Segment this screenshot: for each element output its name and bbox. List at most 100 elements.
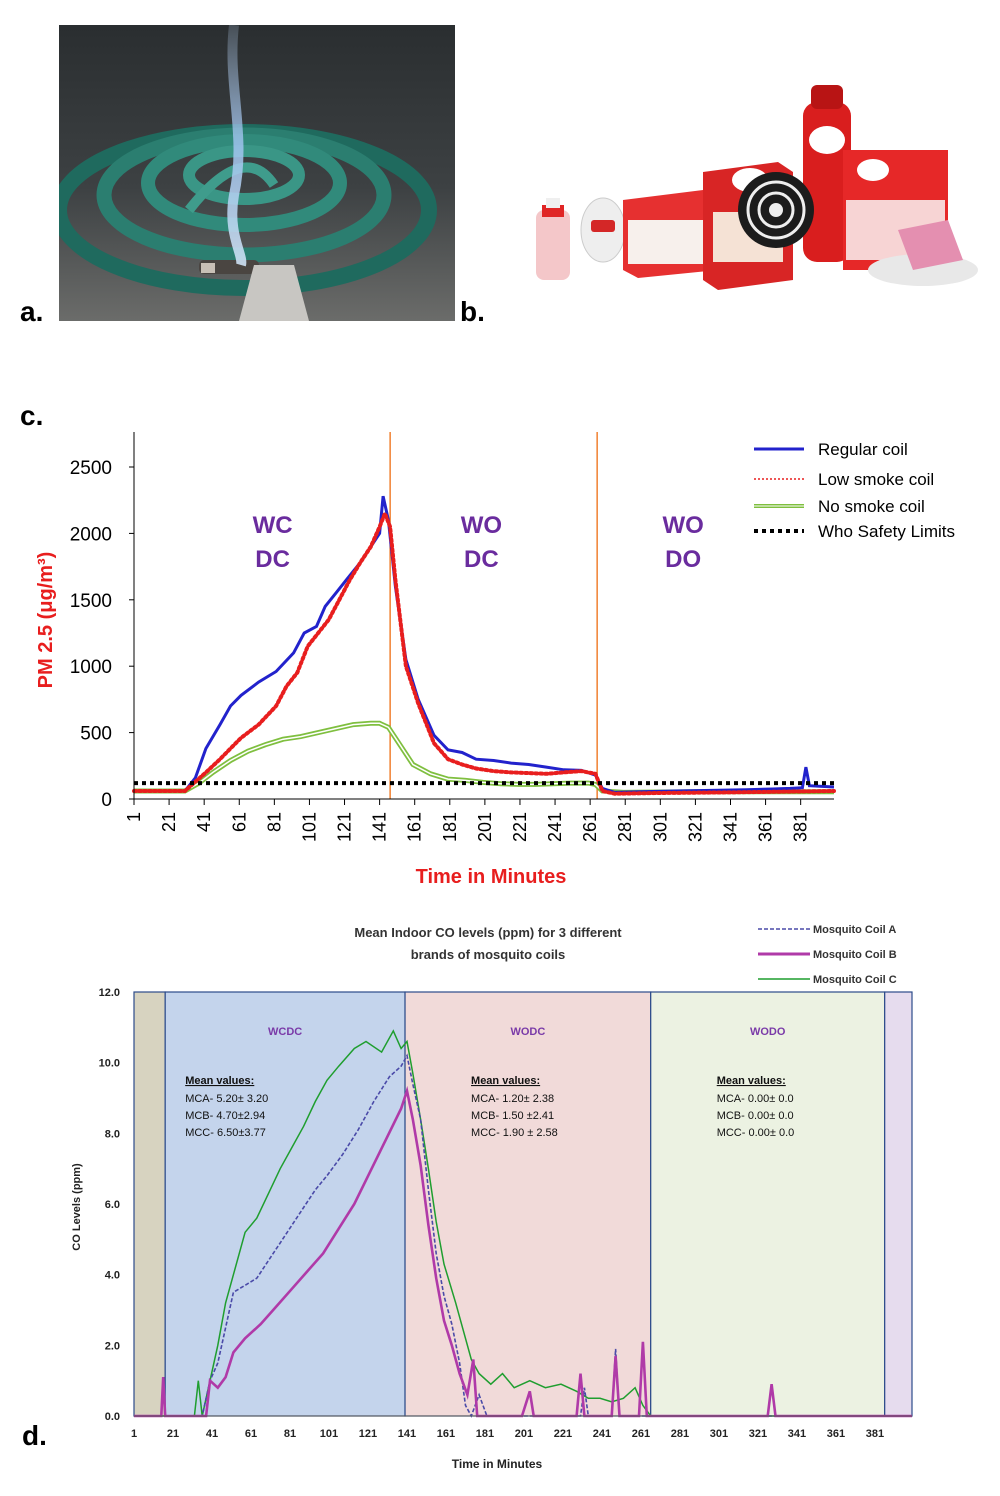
y-axis-title-d: CO Levels (ppm) (71, 1163, 83, 1251)
series-low-smoke-coil (132, 508, 836, 796)
y-tick-label: 1000 (70, 657, 112, 678)
y-tick-label-d: 0.0 (105, 1411, 120, 1423)
x-tick-label: 181 (440, 812, 460, 842)
panel-b-label: b. (460, 296, 485, 327)
legend-label-d: Mosquito Coil A (813, 924, 896, 936)
mean-values-line: MCB- 1.50 ±2.41 (471, 1110, 554, 1122)
mean-values-title: Mean values: (185, 1075, 254, 1087)
x-tick-label-d: 121 (359, 1428, 377, 1440)
x-tick-label-d: 201 (515, 1428, 533, 1440)
x-tick-label: 101 (299, 812, 319, 842)
x-tick-label: 221 (510, 812, 530, 842)
x-tick-label: 301 (650, 812, 670, 842)
y-tick-label: 2000 (70, 524, 112, 545)
y-tick-label-d: 12.0 (99, 987, 120, 999)
x-tick-label: 261 (580, 812, 600, 842)
repellent-products-photo (528, 80, 983, 295)
phase-label-line2: DC (464, 546, 499, 573)
x-tick-label-d: 261 (632, 1428, 650, 1440)
phase-label-line1: WO (662, 512, 703, 539)
products-drawing (536, 85, 978, 290)
chart-d-title-line2: brands of mosquito coils (411, 947, 566, 962)
phase-label-d: WCDC (268, 1026, 302, 1038)
x-tick-label: 281 (615, 812, 635, 842)
y-axis-title: PM 2.5 (μg/m³) (35, 552, 57, 689)
x-tick-label: 41 (194, 812, 214, 832)
legend-label-d: Mosquito Coil B (813, 949, 897, 961)
phase-label-d: WODC (510, 1026, 545, 1038)
series-coil-b (134, 1085, 912, 1418)
legend-label: Who Safety Limits (818, 522, 955, 541)
x-tick-label-d: 81 (284, 1428, 296, 1440)
x-tick-label: 141 (370, 812, 390, 842)
y-tick-label-d: 8.0 (105, 1128, 120, 1140)
x-tick-label-d: 141 (398, 1428, 416, 1440)
y-tick-label: 2500 (70, 458, 112, 479)
x-tick-label: 361 (756, 812, 776, 842)
x-tick-label: 321 (685, 812, 705, 842)
phase-region (404, 991, 652, 1417)
legend-label-d: Mosquito Coil C (813, 974, 897, 986)
x-tick-label: 201 (475, 812, 495, 842)
phase-region (164, 991, 406, 1417)
phase-label-line2: DC (255, 546, 290, 573)
x-tick-label: 121 (335, 812, 355, 842)
mean-values-title: Mean values: (471, 1075, 540, 1087)
chart-d-title-line1: Mean Indoor CO levels (ppm) for 3 differ… (354, 925, 622, 940)
y-tick-label-d: 4.0 (105, 1270, 120, 1282)
y-tick-label: 0 (101, 790, 112, 811)
series-coil-a (134, 1053, 912, 1418)
mosquito-coil-photo (59, 25, 455, 321)
x-tick-label-d: 361 (827, 1428, 845, 1440)
series-regular-coil (134, 495, 835, 794)
x-tick-label-d: 161 (437, 1428, 455, 1440)
x-axis-title-d: Time in Minutes (452, 1457, 543, 1471)
phase-label-line1: WC (253, 512, 293, 539)
x-tick-label-d: 101 (320, 1428, 338, 1440)
x-tick-label: 81 (264, 812, 284, 832)
y-tick-label: 500 (80, 724, 112, 745)
x-tick-label-d: 241 (593, 1428, 611, 1440)
mean-values-line: MCB- 4.70±2.94 (185, 1110, 265, 1122)
chart-c-legend: Regular coil Low smoke coil No smoke coil W… (754, 440, 955, 541)
phase-label-line2: DO (665, 546, 701, 573)
phase-region (884, 991, 913, 1417)
mean-values-line: MCA- 1.20± 2.38 (471, 1093, 554, 1105)
x-tick-label-d: 21 (167, 1428, 179, 1440)
co-levels-chart: 0.02.04.06.08.010.012.01 21 41 61 81 101 121 14… (71, 924, 913, 1471)
x-tick-label-d: 61 (245, 1428, 257, 1440)
x-tick-label-d: 301 (710, 1428, 728, 1440)
y-tick-label-d: 10.0 (99, 1058, 120, 1070)
panel-d-label: d. (22, 1420, 47, 1451)
x-tick-label-d: 341 (788, 1428, 806, 1440)
panel-a-label: a. (20, 296, 44, 327)
x-tick-label-d: 321 (749, 1428, 767, 1440)
x-tick-label-d: 281 (671, 1428, 689, 1440)
y-tick-label-d: 6.0 (105, 1199, 120, 1211)
mean-values-line: MCA- 0.00± 0.0 (717, 1093, 794, 1105)
mean-values-line: MCA- 5.20± 3.20 (185, 1093, 268, 1105)
x-tick-label: 1 (124, 812, 144, 822)
mean-values-line: MCC- 1.90 ± 2.58 (471, 1127, 558, 1139)
x-tick-label-d: 221 (554, 1428, 572, 1440)
mean-values-line: MCB- 0.00± 0.0 (717, 1110, 794, 1122)
x-tick-label: 241 (545, 812, 565, 842)
x-tick-label: 381 (791, 812, 811, 842)
x-tick-label-d: 1 (131, 1428, 137, 1440)
x-tick-label-d: 181 (476, 1428, 494, 1440)
y-tick-label: 1500 (70, 591, 112, 612)
y-tick-label-d: 2.0 (105, 1340, 120, 1352)
mean-values-title: Mean values: (717, 1075, 786, 1087)
x-tick-label: 21 (159, 812, 179, 832)
x-tick-label: 341 (720, 812, 740, 842)
legend-label: Low smoke coil (818, 470, 934, 489)
legend-label: Regular coil (818, 440, 908, 459)
series-coil-c (134, 1029, 912, 1417)
phase-region (133, 991, 166, 1417)
chart-d-legend: Mosquito Coil A Mosquito Coil B Mosquito C… (758, 924, 897, 986)
x-tick-label-d: 41 (206, 1428, 218, 1440)
panel-c-label: c. (20, 400, 44, 431)
x-tick-label-d: 381 (866, 1428, 884, 1440)
x-tick-label: 161 (405, 812, 425, 842)
